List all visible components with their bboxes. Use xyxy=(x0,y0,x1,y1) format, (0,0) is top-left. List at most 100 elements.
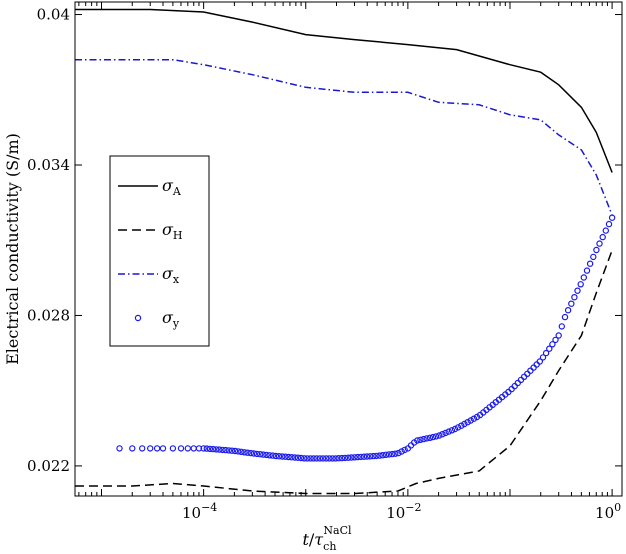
sigma-y-point xyxy=(241,449,248,456)
sigma-y-point xyxy=(395,449,402,457)
sigma-y-point xyxy=(360,453,368,460)
sigma-y-point xyxy=(564,307,572,314)
sigma-y-point xyxy=(542,349,550,357)
sigma-y-point xyxy=(385,451,393,458)
sigma-y-point xyxy=(159,445,167,452)
legend-label: σy xyxy=(162,308,180,330)
sigma-y-point xyxy=(429,433,437,441)
sigma-y-point xyxy=(282,453,289,460)
sigma-y-point xyxy=(398,448,405,455)
sigma-y-point xyxy=(426,434,434,441)
sigma-y-point xyxy=(392,450,399,457)
sigma-y-point xyxy=(272,452,280,460)
sigma-y-point xyxy=(373,452,380,460)
sigma-y-point xyxy=(376,452,383,459)
y-tick-label: 0.022 xyxy=(27,457,70,475)
sigma-y-point xyxy=(138,445,146,452)
sigma-y-point xyxy=(184,445,191,452)
sigma-y-point xyxy=(439,431,446,438)
legend-label: σH xyxy=(162,220,183,242)
legend-label: σx xyxy=(162,264,180,286)
sigma-y-point xyxy=(294,454,302,461)
legend: σA σH σx σy xyxy=(109,155,210,347)
sigma-y-point xyxy=(244,449,251,456)
sigma-y-point xyxy=(464,419,471,426)
sigma-y-point xyxy=(539,354,547,361)
sigma-y-point xyxy=(269,452,276,459)
sigma-y-point xyxy=(206,445,214,453)
y-tick-label: 0.04 xyxy=(37,6,70,24)
sigma-y-point xyxy=(454,424,462,431)
sigma-y-point xyxy=(260,451,267,458)
sigma-y-point xyxy=(414,437,421,444)
sigma-y-point xyxy=(316,455,324,462)
sigma-y-point xyxy=(200,445,207,452)
sigma-y-point xyxy=(263,451,270,459)
sigma-y-point xyxy=(301,455,308,462)
sigma-y-point xyxy=(571,294,578,301)
sigma-y-point xyxy=(467,417,474,424)
sigma-y-point xyxy=(382,451,390,458)
sigma-y-point xyxy=(253,450,261,458)
series-layer xyxy=(75,8,616,495)
sigma-y-point xyxy=(307,455,314,462)
sigma-y-point xyxy=(389,450,396,458)
sigma-y-point xyxy=(577,281,584,288)
sigma-y-point xyxy=(234,448,242,455)
sigma-y-point xyxy=(250,450,258,457)
x-tick-label: 100 xyxy=(595,501,621,522)
sigma-y-point xyxy=(608,214,616,221)
x-tick-label: 10−2 xyxy=(386,501,421,522)
sigma-y-point xyxy=(423,435,430,442)
sigma-y-point xyxy=(338,454,346,462)
sigma-y-point xyxy=(219,446,226,454)
sigma-y-point xyxy=(169,445,177,452)
sigma-y-point xyxy=(216,446,223,453)
plot-frame xyxy=(74,1,623,497)
sigma-y-point xyxy=(291,454,298,461)
sigma-y-point xyxy=(285,453,292,461)
sigma-y-point xyxy=(605,220,613,228)
sigma-y-point xyxy=(574,287,581,294)
sigma-y-point xyxy=(332,455,339,462)
sigma-y-point xyxy=(461,420,468,428)
sigma-y-point xyxy=(116,445,123,452)
sigma-y-point xyxy=(599,233,606,241)
sigma-y-point xyxy=(536,358,544,365)
legend-marker xyxy=(134,314,142,322)
sigma-y-point xyxy=(379,452,386,459)
sigma-y-point xyxy=(279,453,286,460)
sigma-y-point xyxy=(323,455,330,462)
sigma-y-point xyxy=(448,427,456,434)
sigma-y-point xyxy=(146,445,154,452)
sigma-y-point xyxy=(326,455,333,462)
sigma-y-point xyxy=(555,332,562,339)
sigma-y-point xyxy=(602,227,610,234)
sigma-y-point xyxy=(354,453,361,461)
sigma-y-point xyxy=(341,454,349,462)
sigma-y-point xyxy=(203,445,210,452)
sigma-y-point xyxy=(561,313,569,321)
sigma-y-point xyxy=(432,433,440,440)
sigma-y-point xyxy=(313,455,320,462)
sigma-y-point xyxy=(345,454,352,461)
series-line-2 xyxy=(75,58,613,216)
sigma-y-point xyxy=(549,341,556,348)
sigma-y-point xyxy=(297,454,305,462)
sigma-y-point xyxy=(288,454,295,461)
sigma-y-point xyxy=(363,453,371,460)
sigma-y-point xyxy=(586,260,594,267)
sigma-y-point xyxy=(275,453,283,460)
sigma-y-point xyxy=(442,429,449,437)
series-line-1 xyxy=(75,250,613,495)
sigma-y-point xyxy=(420,435,427,443)
x-tick-label: 10−4 xyxy=(182,501,217,522)
sigma-y-point xyxy=(310,455,317,462)
x-axis-label: t/τchNaCl xyxy=(302,524,352,553)
sigma-y-point xyxy=(335,455,342,462)
series-sigma-y-markers xyxy=(116,214,616,462)
sigma-y-point xyxy=(470,415,478,422)
sigma-y-point xyxy=(367,453,374,460)
sigma-y-point xyxy=(558,323,566,330)
sigma-y-point xyxy=(445,428,452,435)
